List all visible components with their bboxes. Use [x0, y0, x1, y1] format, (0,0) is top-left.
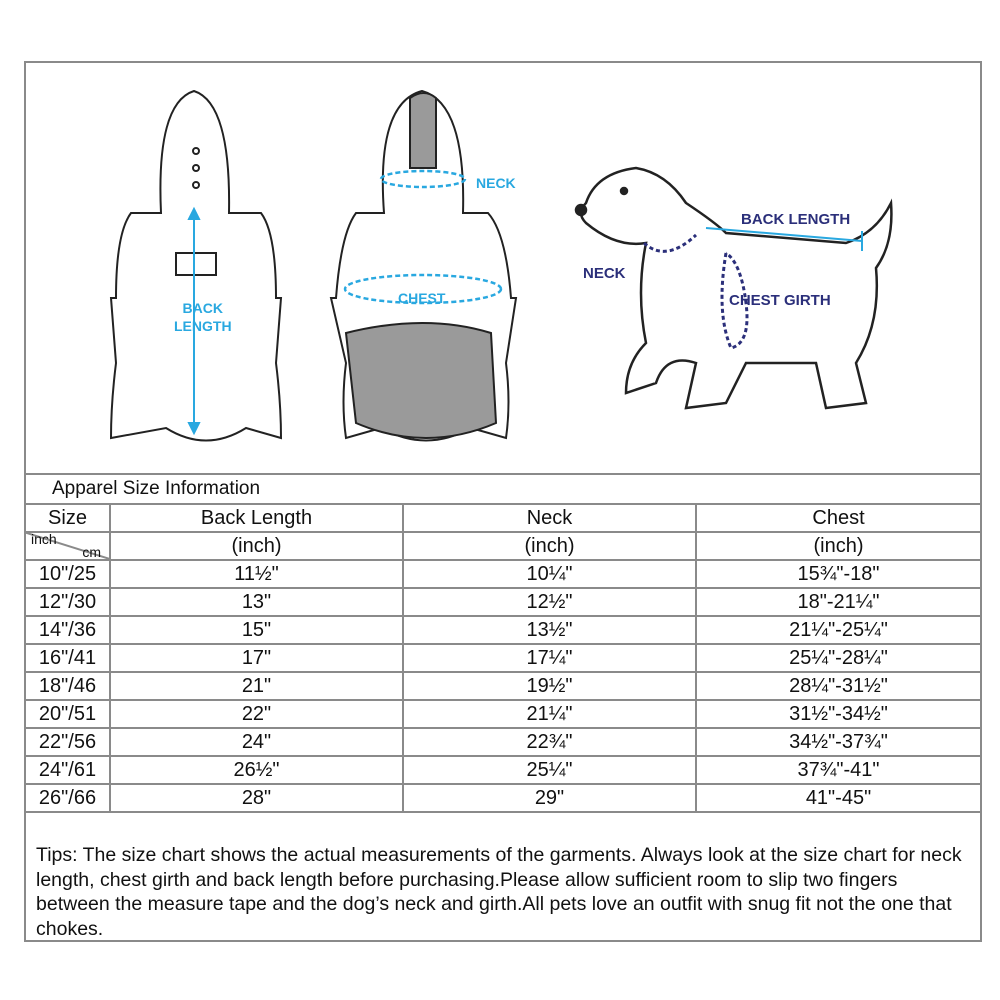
cell-neck: 19½" [402, 671, 697, 701]
cell-chest: 21¼"-25¼" [695, 615, 980, 645]
cell-back-length: 21" [109, 671, 404, 701]
cell-size: 14"/36 [26, 615, 111, 645]
cell-back-length: 26½" [109, 755, 404, 785]
cell-neck: 12½" [402, 587, 697, 617]
cell-size: 26"/66 [26, 783, 111, 813]
size-unit-cm: cm [82, 544, 101, 560]
cell-size: 20"/51 [26, 699, 111, 729]
table-row: 18"/46 21" 19½" 28¼"-31½" [26, 671, 980, 701]
back-length-arrow [187, 206, 201, 436]
header-chest: Chest [695, 503, 980, 533]
units-row: inch cm (inch) (inch) (inch) [26, 531, 980, 561]
garment-front-view [329, 89, 518, 442]
unit-chest: (inch) [695, 531, 980, 561]
dog-back-length-arrow [705, 227, 863, 251]
cell-back-length: 28" [109, 783, 404, 813]
table-title: Apparel Size Information [26, 473, 980, 503]
cell-neck: 10¼" [402, 559, 697, 589]
neck-measure [379, 169, 467, 189]
illustration-area: BACK LENGTH NECK CHEST BACK LENGTH NECK C… [26, 63, 980, 473]
cell-chest: 25¼"-28¼" [695, 643, 980, 673]
garment-illustrations [109, 89, 893, 442]
cell-chest: 34½"-37¾" [695, 727, 980, 757]
cell-back-length: 24" [109, 727, 404, 757]
size-unit-inch: inch [31, 531, 57, 547]
header-back-length: Back Length [109, 503, 404, 533]
cell-neck: 17¼" [402, 643, 697, 673]
cell-size: 10"/25 [26, 559, 111, 589]
header-size: Size [26, 503, 111, 533]
dog-back-length-label: BACK LENGTH [741, 211, 851, 228]
table-row: 14"/36 15" 13½" 21¼"-25¼" [26, 615, 980, 645]
cell-neck: 22¾" [402, 727, 697, 757]
tips-text: Tips: The size chart shows the actual me… [36, 844, 962, 940]
cell-chest: 37¾"-41" [695, 755, 980, 785]
cell-neck: 13½" [402, 615, 697, 645]
size-table: Size Back Length Neck Chest inch cm (inc… [26, 503, 980, 813]
size-chart: BACK LENGTH NECK CHEST BACK LENGTH NECK C… [24, 61, 982, 942]
header-row: Size Back Length Neck Chest [26, 503, 980, 533]
cell-back-length: 11½" [109, 559, 404, 589]
neck-label: NECK [476, 175, 516, 191]
table-row: 10"/25 11½" 10¼" 15¾"-18" [26, 559, 980, 589]
cell-chest: 15¾"-18" [695, 559, 980, 589]
dog-neck-label: NECK [583, 265, 626, 282]
cell-neck: 21¼" [402, 699, 697, 729]
header-neck: Neck [402, 503, 697, 533]
table-row: 16"/41 17" 17¼" 25¼"-28¼" [26, 643, 980, 673]
dog-measure-lines [642, 233, 749, 350]
cell-back-length: 22" [109, 699, 404, 729]
cell-chest: 41"-45" [695, 783, 980, 813]
dog-chest-girth-label: CHEST GIRTH [729, 292, 831, 309]
cell-back-length: 17" [109, 643, 404, 673]
cell-back-length: 15" [109, 615, 404, 645]
chest-label: CHEST [398, 290, 446, 306]
cell-size: 22"/56 [26, 727, 111, 757]
cell-chest: 18"-21¼" [695, 587, 980, 617]
cell-size: 24"/61 [26, 755, 111, 785]
cell-size: 18"/46 [26, 671, 111, 701]
cell-back-length: 13" [109, 587, 404, 617]
table-row: 24"/61 26½" 25¼" 37¾"-41" [26, 755, 980, 785]
unit-back-length: (inch) [109, 531, 404, 561]
back-length-label: BACK LENGTH [174, 300, 232, 334]
cell-chest: 31½"-34½" [695, 699, 980, 729]
table-row: 26"/66 28" 29" 41"-45" [26, 783, 980, 813]
table-row: 22"/56 24" 22¾" 34½"-37¾" [26, 727, 980, 757]
cell-chest: 28¼"-31½" [695, 671, 980, 701]
cell-neck: 25¼" [402, 755, 697, 785]
chest-measure [343, 273, 503, 305]
table-row: 12"/30 13" 12½" 18"-21¼" [26, 587, 980, 617]
garment-back-view [109, 89, 283, 442]
unit-neck: (inch) [402, 531, 697, 561]
dog-drawing [574, 166, 893, 410]
size-unit-cell: inch cm [26, 531, 111, 561]
cell-size: 16"/41 [26, 643, 111, 673]
table-row: 20"/51 22" 21¼" 31½"-34½" [26, 699, 980, 729]
cell-neck: 29" [402, 783, 697, 813]
cell-size: 12"/30 [26, 587, 111, 617]
